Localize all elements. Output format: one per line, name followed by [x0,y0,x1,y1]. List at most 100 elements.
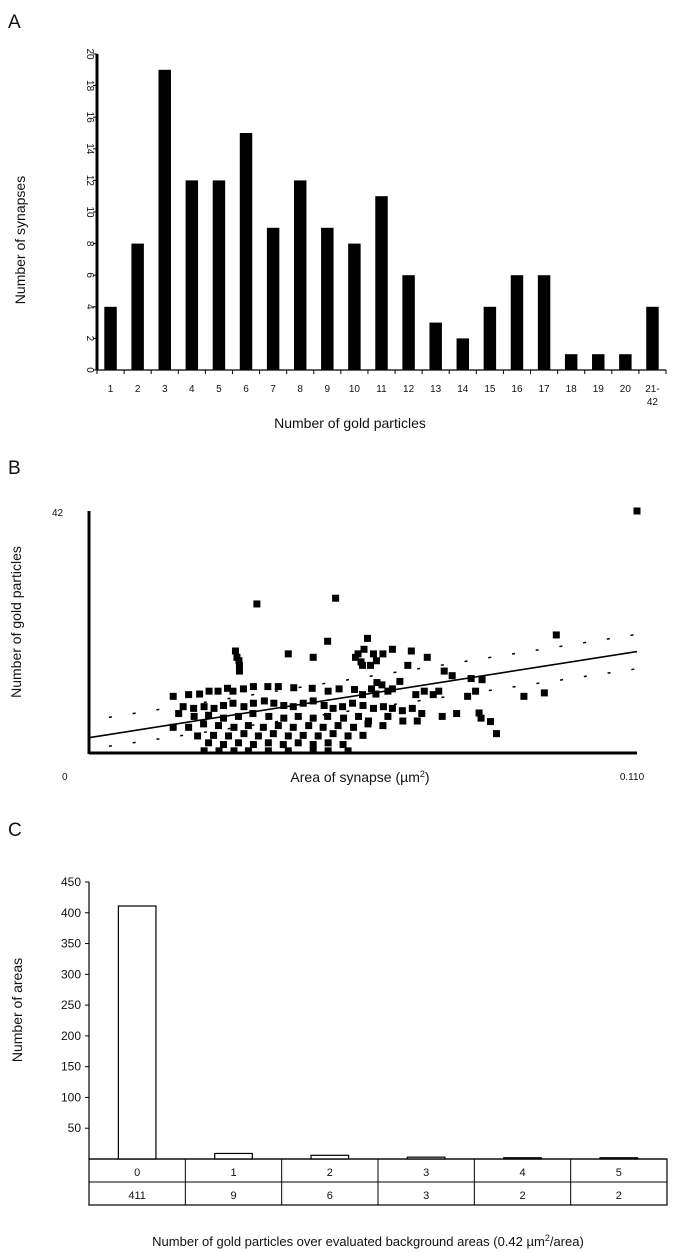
chart-b-point [210,704,218,712]
chart-b-point [351,685,359,693]
chart-b-point [264,747,272,755]
chart-b-x-tick-label-end: 0.110 [620,772,645,783]
chart-b-point [200,720,208,728]
chart-b-point [373,679,381,687]
chart-b-point [487,718,495,726]
chart-a-y-axis-label: Number of synapses [12,176,28,304]
chart-b-point [324,712,332,720]
chart-b-point [264,683,272,691]
chart-a-y-tick-label: 12 [84,175,95,187]
chart-b-point [379,703,387,711]
chart-b-point [359,731,367,739]
chart-b-point [215,722,223,730]
chart-b-point [274,722,282,730]
chart-b-point [253,600,261,608]
chart-b-point [229,699,237,707]
chart-b-point [309,714,317,722]
chart-b-point [235,667,243,675]
chart-b-point [320,702,328,710]
chart-c-table-count: 9 [230,1190,236,1202]
chart-b-point [265,712,273,720]
chart-c-y-tick-label: 100 [61,1090,81,1104]
chart-a-bar [293,180,307,370]
chart-b-y-axis-label: Number of gold particles [8,546,24,698]
chart-b-point [420,687,428,695]
chart-a-bar [619,354,632,370]
chart-b-point [196,690,204,698]
chart-c-y-tick-label: 400 [61,906,81,920]
chart-b-point [324,739,332,747]
chart-b-point [359,661,367,669]
chart-a-bar [185,180,199,370]
chart-b-point [169,723,177,731]
chart-a-y-tick-label: 14 [84,143,95,155]
chart-b-point [249,699,257,707]
chart-b-point [240,730,248,738]
chart-a-bar [104,306,117,370]
chart-b-point [372,690,380,698]
chart-b-point [379,722,387,730]
scatter-area-vs-particles: 42 0 0.110 Area of synapse (µm2) Number … [8,507,645,785]
chart-b-point [240,703,248,711]
chart-b-point [169,692,177,700]
chart-b-x-tick-label-start: 0 [62,772,68,783]
chart-a-bar [266,227,280,370]
chart-b-point [540,689,548,697]
chart-b-point [334,722,342,730]
chart-a-y-tick-label: 0 [84,367,95,373]
histogram-background-areas: 50 100 150 200 250 300 350 400 450 0 1 2 3 4 5 411 9 6 3 2… [9,875,668,1249]
chart-c-table-count: 3 [423,1190,429,1202]
chart-b-point [329,704,337,712]
chart-a-x-tick-label: 15 [484,384,496,395]
chart-b-point [244,722,252,730]
chart-b-point [280,714,288,722]
chart-b-point [305,722,313,730]
chart-a-x-tick-label: 16 [511,384,523,395]
chart-b-point [214,687,222,695]
chart-b-point [231,647,239,655]
chart-b-point [284,747,292,755]
chart-b-point [200,703,208,711]
chart-c-y-tick-label: 150 [61,1060,81,1074]
panel-letter-a: A [8,12,21,33]
chart-b-point [309,653,317,661]
chart-a-x-tick-label: 1 [108,384,114,395]
chart-b-point [185,723,193,731]
chart-b-point [210,731,218,739]
chart-b-point [205,711,213,719]
chart-b-point [274,683,282,691]
chart-b-point [478,676,486,684]
chart-a-x-tick-label: 5 [216,384,222,395]
chart-c-x-axis-label: Number of gold particles over evaluated … [152,1233,584,1249]
chart-b-point [308,684,316,692]
chart-b-point [249,741,257,749]
chart-b-point [249,683,257,691]
chart-b-point [352,653,360,661]
chart-b-point [220,741,228,749]
chart-b-point [335,685,343,693]
chart-b-point [359,702,367,710]
chart-b-point [244,747,252,755]
chart-b-point [448,672,456,680]
chart-b-point [412,691,420,699]
chart-a-bar [483,306,497,370]
chart-a-bar [402,275,415,370]
chart-a-x-tick-label: 6 [243,384,249,395]
chart-a-bar [158,69,171,371]
chart-b-point [379,650,387,658]
chart-b-point [438,712,446,720]
chart-a-y-tick-label: 4 [84,304,95,310]
chart-a-x-tick-label: 9 [325,384,331,395]
chart-b-point [229,687,237,695]
chart-b-point [279,741,287,749]
chart-a-x-tick-label: 20 [620,384,632,395]
chart-b-point [284,732,292,740]
chart-b-point [633,507,641,515]
chart-b-point [340,714,348,722]
chart-a-y-tick-label: 8 [84,241,95,247]
chart-b-point [467,675,475,683]
chart-a-y-tick-label: 6 [84,272,95,278]
chart-b-point [230,747,238,755]
